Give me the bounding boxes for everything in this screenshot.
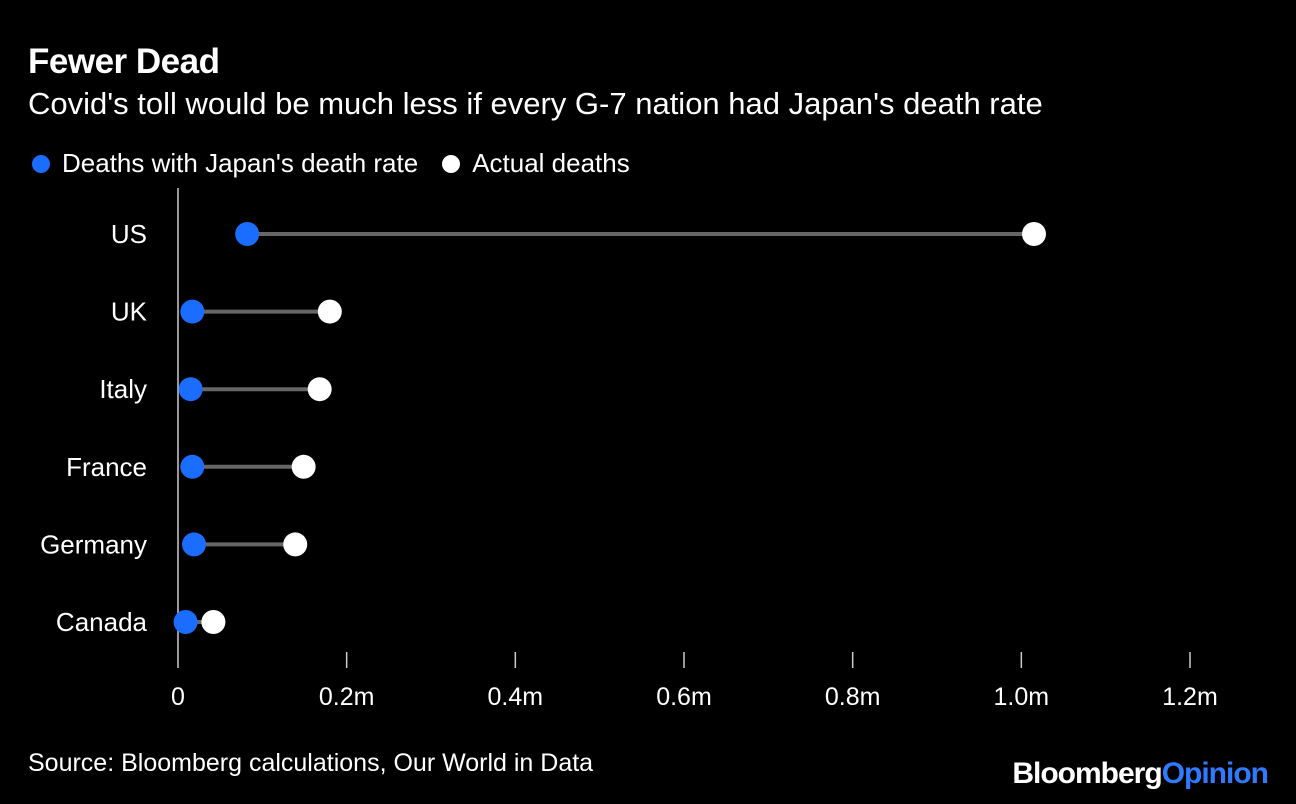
category-label: Germany [40,529,147,559]
actual-deaths-point [283,532,308,557]
category-label: US [111,219,147,249]
legend-label-actual: Actual deaths [472,148,630,178]
x-tick-label: 0.4m [488,683,544,711]
x-tick-label: 0.6m [656,683,712,711]
chart-title: Fewer Dead [28,42,220,81]
chart-subtitle: Covid's toll would be much less if every… [28,86,1043,121]
x-tick-label: 1.2m [1162,683,1218,711]
category-label: Italy [99,374,147,404]
x-tick-label: 0.2m [319,683,375,711]
brand-opinion: Opinion [1161,757,1269,790]
japan-rate-point [180,299,205,324]
actual-deaths-point [307,377,332,402]
x-tick-label: 0 [171,683,185,711]
x-tick-label: 0.8m [825,683,881,711]
actual-deaths-point [317,299,342,324]
brand-bloomberg: Bloomberg [1012,757,1162,790]
japan-rate-point [235,222,260,246]
source-note: Source: Bloomberg calculations, Our Worl… [28,749,594,777]
category-label: Canada [56,607,148,637]
japan-rate-point [173,610,198,634]
actual-deaths-point [291,454,316,479]
legend-dot-japan-rate [32,154,50,173]
brand-logo: BloombergOpinion [1012,757,1269,791]
japan-rate-point [182,532,207,557]
actual-deaths-point [201,610,226,634]
chart-legend: Deaths with Japan's death rate Actual de… [32,148,654,179]
japan-rate-point [180,454,205,479]
actual-deaths-point [1021,222,1046,246]
legend-label-japan-rate: Deaths with Japan's death rate [62,148,419,178]
category-label: France [66,452,147,482]
category-label: UK [111,297,148,327]
legend-item-japan-rate: Deaths with Japan's death rate [32,148,418,179]
legend-dot-actual [442,154,461,173]
x-tick-label: 1.0m [994,683,1050,711]
japan-rate-point [178,377,203,402]
legend-item-actual: Actual deaths [442,148,630,179]
